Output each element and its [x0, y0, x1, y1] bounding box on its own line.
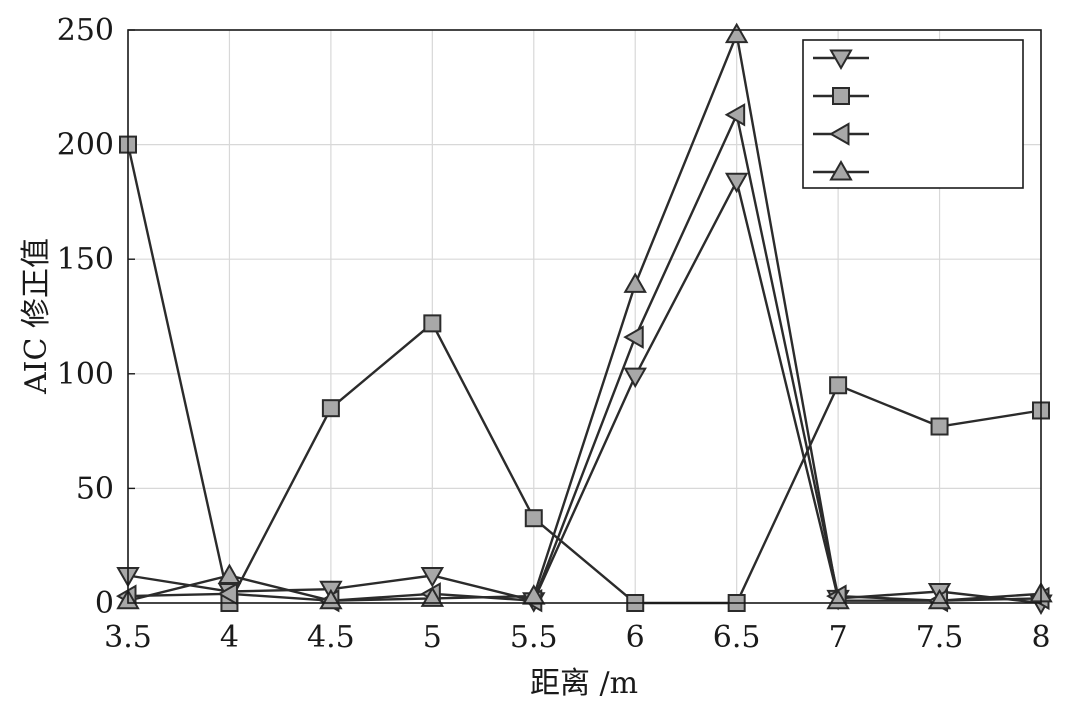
data-point-triangle-up — [217, 563, 242, 584]
x-tick-label: 4.5 — [307, 620, 355, 655]
series-lines — [126, 30, 1042, 607]
legend-marker-triangle-up — [829, 159, 853, 181]
y-tick-label: 250 — [57, 13, 114, 48]
data-point-triangle-up — [826, 588, 850, 610]
x-tick-labels: 3.5 4 4.5 5 5.5 6 6.5 7 7.5 8 — [104, 620, 1050, 655]
x-tick-label: 3.5 — [104, 620, 152, 655]
y-axis-label: AIC 修正值 — [19, 238, 54, 395]
data-point-square — [423, 314, 442, 333]
legend — [802, 39, 1024, 189]
x-tick-label: 4 — [220, 620, 239, 655]
data-point-triangle-up — [420, 586, 445, 607]
y-tick-label: 150 — [57, 242, 114, 277]
data-point-square — [321, 399, 340, 418]
data-point-triangle-left — [217, 582, 238, 606]
x-tick-label: 8 — [1031, 620, 1050, 655]
data-point-square — [930, 417, 949, 436]
data-point-triangle-up — [724, 22, 749, 44]
y-tick-label: 200 — [57, 128, 114, 163]
x-tick-label: 7.5 — [916, 620, 964, 655]
data-point-triangle-down — [623, 367, 647, 389]
data-point-triangle-left — [623, 325, 644, 349]
x-tick-label: 5 — [423, 620, 442, 655]
y-tick-label: 0 — [95, 586, 114, 621]
y-tick-label: 50 — [76, 471, 114, 506]
series-line-triangle-down — [127, 177, 1042, 605]
series-line-square — [126, 144, 1042, 607]
x-axis-label: 距离 /m — [530, 666, 638, 701]
series-markers — [115, 22, 1053, 616]
x-tick-label: 7 — [829, 620, 848, 655]
series-line-triangle-left — [127, 110, 1042, 602]
legend-box — [802, 39, 1024, 189]
plot-frame — [127, 29, 1042, 604]
data-point-square — [524, 509, 543, 528]
x-tick-label: 6 — [626, 620, 645, 655]
legend-marker-triangle-left — [828, 122, 850, 146]
data-point-triangle-up — [623, 272, 647, 293]
y-tick-labels: 0 50 100 150 200 250 — [57, 13, 114, 621]
x-tick-label: 6.5 — [713, 620, 761, 655]
data-point-triangle-down — [420, 566, 445, 588]
legend-marker-triangle-down — [829, 49, 853, 71]
y-tick-label: 100 — [57, 357, 114, 392]
data-point-square — [829, 376, 848, 395]
data-point-triangle-up — [927, 588, 952, 610]
data-point-triangle-left — [724, 103, 746, 127]
series-line-triangle-up — [127, 30, 1042, 602]
data-point-triangle-down — [724, 172, 749, 194]
x-tick-label: 5.5 — [510, 620, 558, 655]
data-point-triangle-up — [319, 588, 343, 610]
legend-marker-square — [832, 87, 850, 105]
